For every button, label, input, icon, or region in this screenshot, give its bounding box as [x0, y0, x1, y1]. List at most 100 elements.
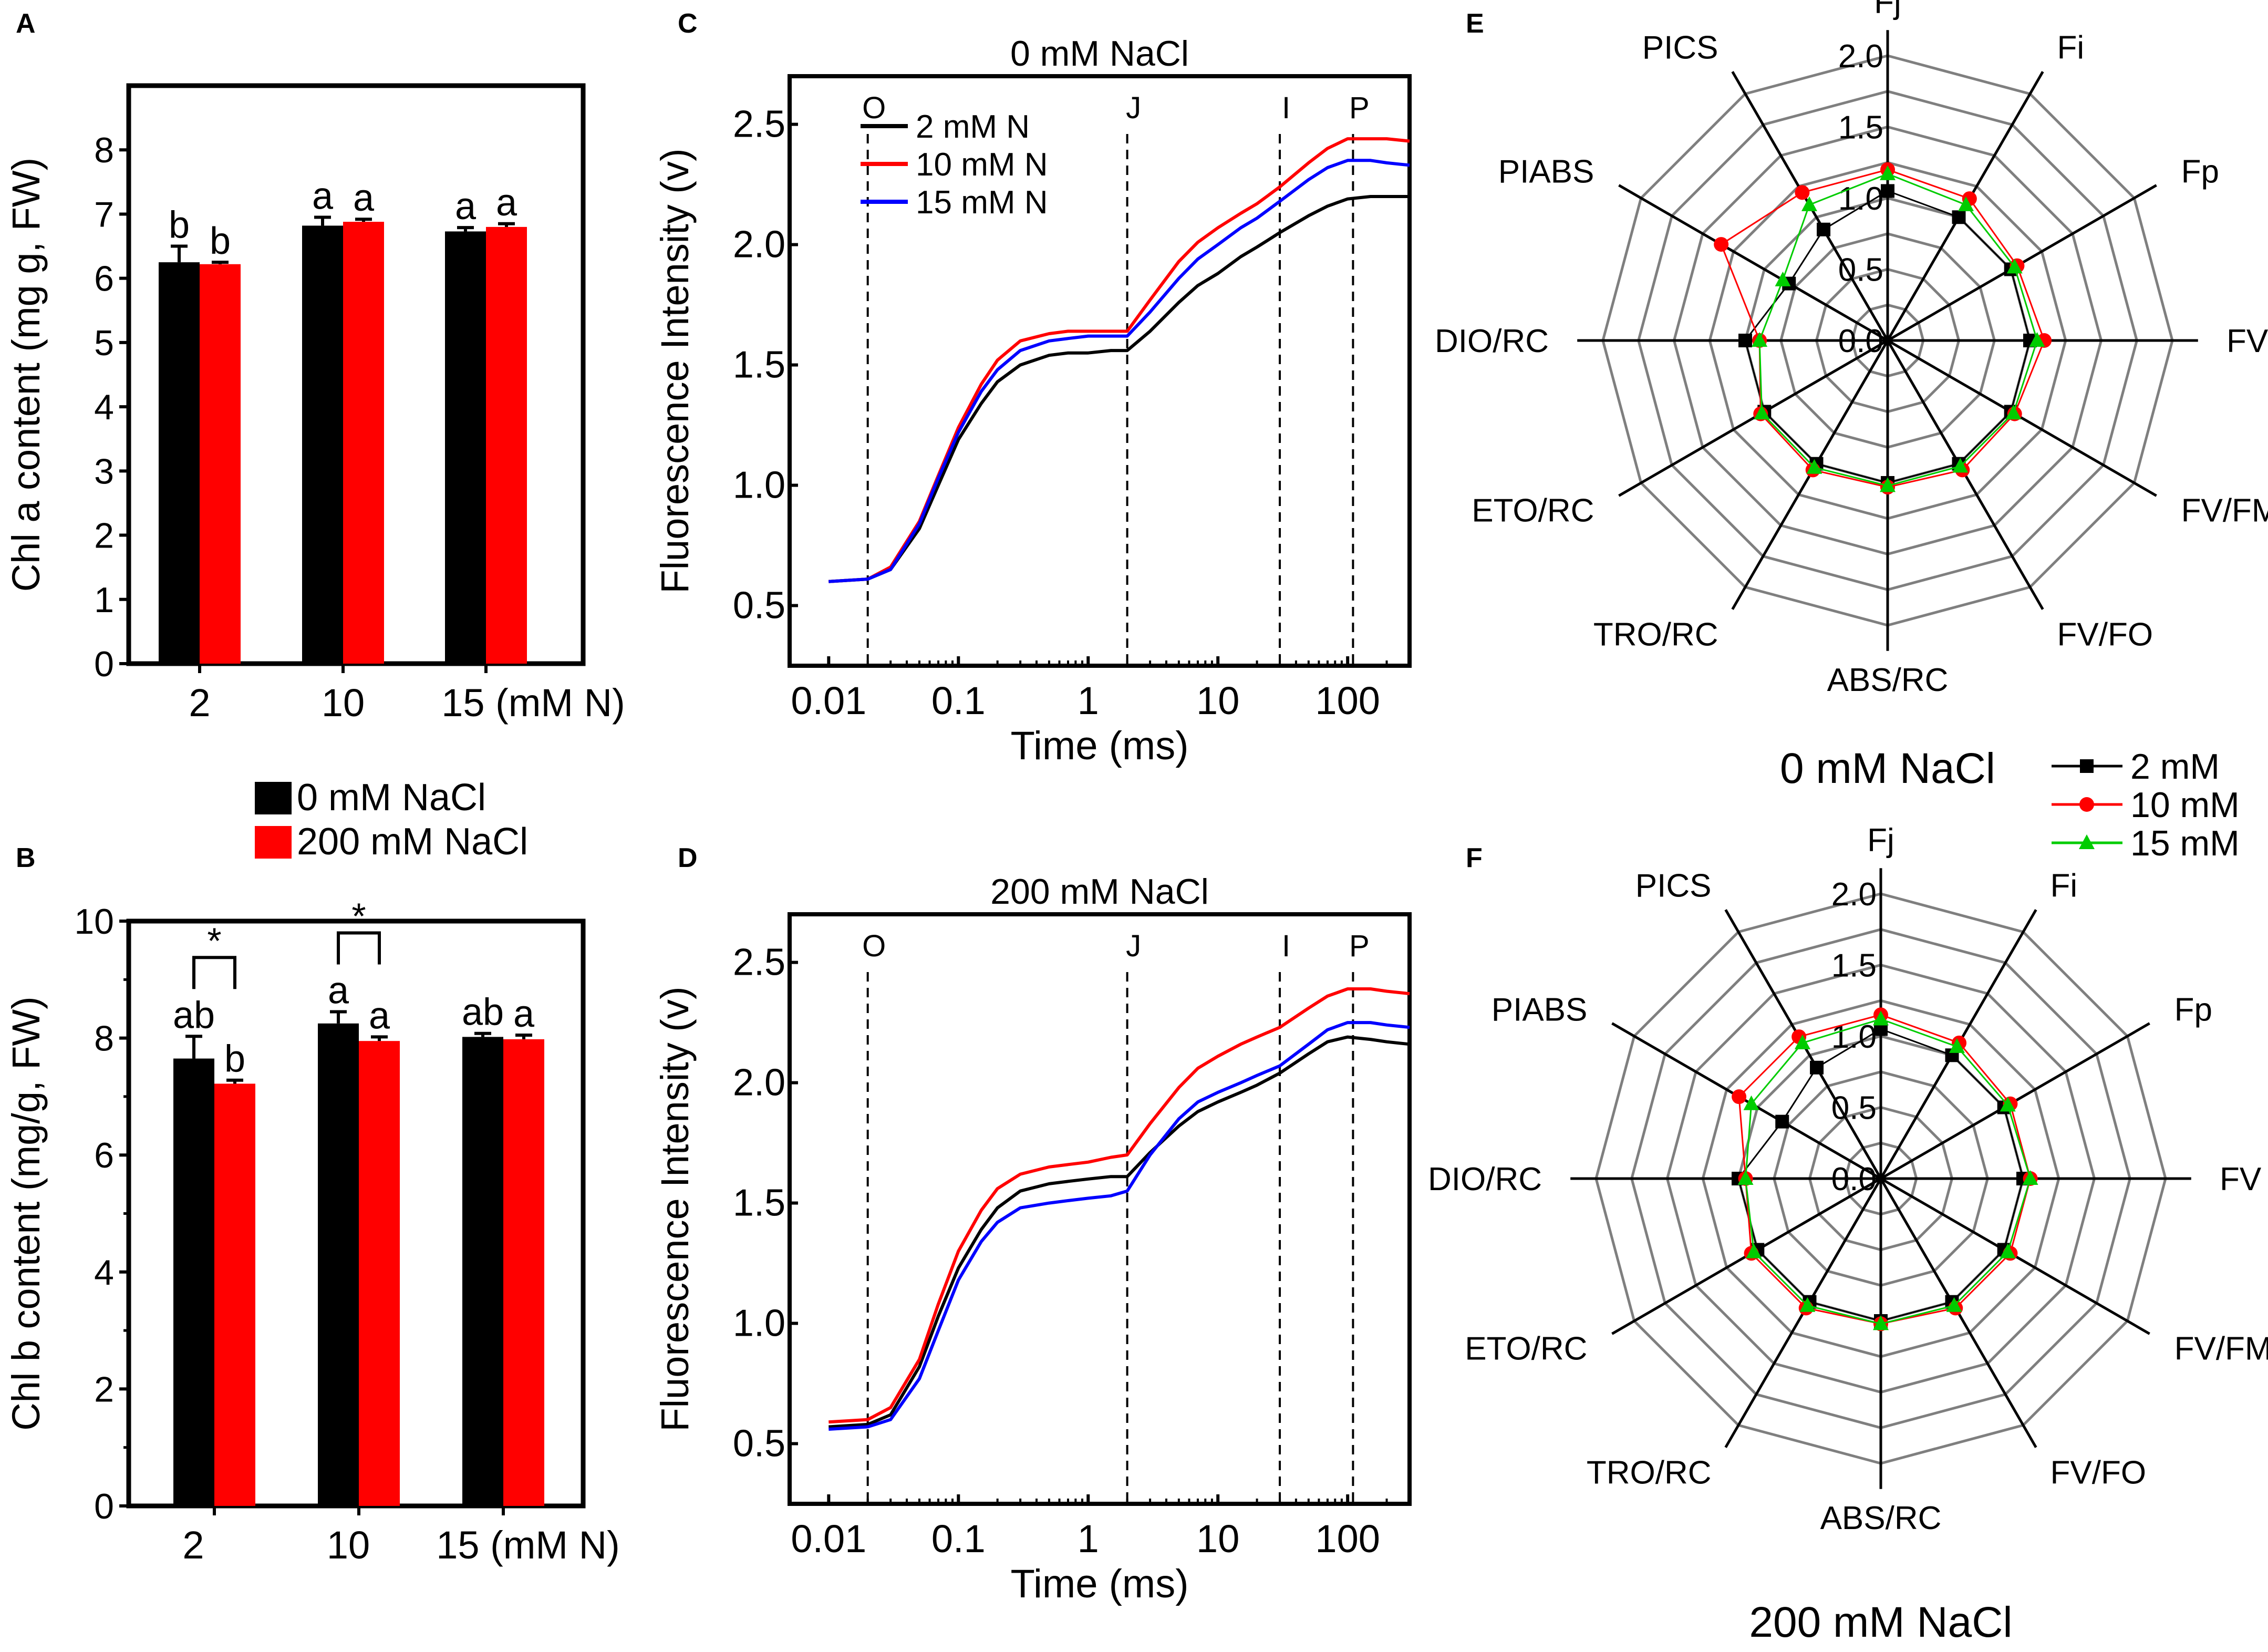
y-tick-label: 8: [94, 130, 114, 170]
phase-marker-label: I: [1282, 91, 1290, 125]
marker-circle: [2079, 797, 2094, 812]
radar-series-line: [1758, 173, 2038, 487]
x-tick-label: 2: [189, 681, 210, 725]
marker-triangle: [1946, 1297, 1962, 1312]
bar: [200, 264, 241, 664]
panel-letter-e: E: [1466, 8, 1484, 39]
marker-triangle: [1801, 196, 1817, 211]
radar-axis-label: ABS/RC: [1827, 662, 1949, 698]
marker-circle: [1714, 237, 1729, 252]
bar: [486, 226, 527, 664]
marker-triangle: [1743, 1095, 1759, 1110]
y-tick-label: 3: [94, 451, 114, 491]
marker-triangle: [2029, 332, 2045, 347]
marker-triangle: [1949, 1038, 1965, 1053]
bar: [462, 1037, 503, 1506]
significance-star: *: [351, 896, 366, 937]
radar-tick-label: 1.0: [1831, 1019, 1877, 1055]
radar-axis-label: FV: [2220, 1161, 2262, 1197]
significance-letter: ab: [462, 992, 504, 1034]
y-tick-label: 1.0: [733, 1303, 785, 1345]
radar-tick-label: 2.0: [1831, 876, 1877, 913]
phase-marker-label: P: [1349, 91, 1370, 125]
radar-axis-label: Fi: [2050, 868, 2078, 904]
panel-letter-f: F: [1466, 843, 1483, 873]
significance-letter: a: [353, 177, 375, 219]
radar-axis-label: FV/FO: [2057, 617, 2153, 653]
y-tick-label: 0: [94, 1486, 114, 1526]
radar-axis-label: Fj: [1867, 822, 1894, 859]
significance-star: *: [207, 920, 221, 961]
bar: [214, 1083, 255, 1506]
significance-letter: b: [210, 220, 231, 262]
plot-frame: [788, 74, 1412, 668]
radar-spoke: [1887, 339, 2157, 497]
marker-triangle: [2006, 259, 2023, 274]
significance-letter: ab: [173, 994, 215, 1036]
legend-label: 10 mM N: [916, 147, 1048, 183]
radar-axis-label: FV/FM: [2174, 1331, 2268, 1367]
significance-letter: a: [312, 175, 334, 218]
panel-letter-d: D: [678, 843, 698, 873]
data-series-line: [829, 195, 1410, 583]
y-tick-label: 6: [94, 259, 114, 299]
legend-label: 15 mM N: [916, 184, 1048, 221]
data-series-line: [829, 987, 1410, 1424]
marker-square: [1952, 210, 1966, 224]
marker-circle: [1732, 1089, 1747, 1104]
x-tick-label: 15 (mM N): [441, 681, 625, 725]
phase-marker-label: O: [862, 929, 886, 963]
marker-triangle: [1799, 1297, 1816, 1312]
radar-axis-label: DIO/RC: [1428, 1161, 1542, 1197]
legend-label: 2 mM: [2130, 747, 2220, 787]
x-tick-label: 2: [182, 1523, 204, 1567]
y-tick-label: 10: [74, 902, 114, 942]
significance-letter: a: [513, 993, 535, 1035]
radar-series-line: [1745, 1018, 2032, 1325]
y-tick-label: 8: [94, 1019, 114, 1059]
legend-label: 200 mM NaCl: [297, 821, 528, 863]
marker-triangle: [1746, 1243, 1762, 1258]
y-tick-label: 6: [94, 1135, 114, 1175]
y-tick-label: 2.0: [733, 1062, 785, 1104]
marker-triangle: [1775, 271, 1791, 286]
significance-letter: a: [496, 182, 517, 224]
bar: [159, 262, 200, 664]
y-tick-label: 5: [94, 323, 114, 363]
marker-triangle: [1754, 405, 1770, 420]
y-axis-label: Chl a content (mg g, FW): [4, 158, 48, 592]
y-tick-label: 1.5: [733, 344, 785, 386]
marker-square: [1881, 184, 1894, 198]
marker-triangle: [1880, 477, 1896, 492]
radar-axis-label: FV/FM: [2181, 493, 2268, 529]
bar: [318, 1023, 359, 1506]
x-tick-label: 10: [1196, 1517, 1239, 1561]
panel-c-ojip-0mm-nacl: 0 mM NaCl 0.5 1.0 1.5 2.0 2.5 0.01 0.1 1 10 100 Tim…: [653, 34, 1412, 768]
marker-triangle: [1794, 1034, 1810, 1049]
marker-triangle: [1737, 1170, 1754, 1185]
radar-axis-label: PIABS: [1498, 154, 1594, 190]
significance-bracket: [192, 956, 236, 989]
panel-title: 0 mM NaCl: [1010, 34, 1189, 74]
y-tick-label: 1.5: [733, 1182, 785, 1224]
marker-square: [1775, 1114, 1789, 1129]
radar-axis-label: Fp: [2174, 992, 2212, 1028]
marker-circle: [1795, 185, 1810, 200]
bar: [173, 1058, 214, 1506]
y-tick-label: 1.0: [733, 464, 785, 507]
radar-tick-label: 1.0: [1838, 181, 1883, 217]
x-tick-label: 10: [1196, 679, 1239, 722]
bar: [445, 231, 486, 664]
radar-tick-label: 1.5: [1838, 110, 1883, 146]
y-axis-label: Fluorescence Intensity (v): [653, 148, 697, 593]
bar: [343, 222, 384, 664]
marker-triangle: [2079, 834, 2095, 849]
panel-letter-c: C: [678, 8, 698, 39]
marker-triangle: [2000, 1243, 2016, 1258]
marker-square: [1810, 1060, 1824, 1075]
marker-triangle: [1873, 1010, 1889, 1026]
radar-tick-label: 0.0: [1838, 323, 1883, 359]
